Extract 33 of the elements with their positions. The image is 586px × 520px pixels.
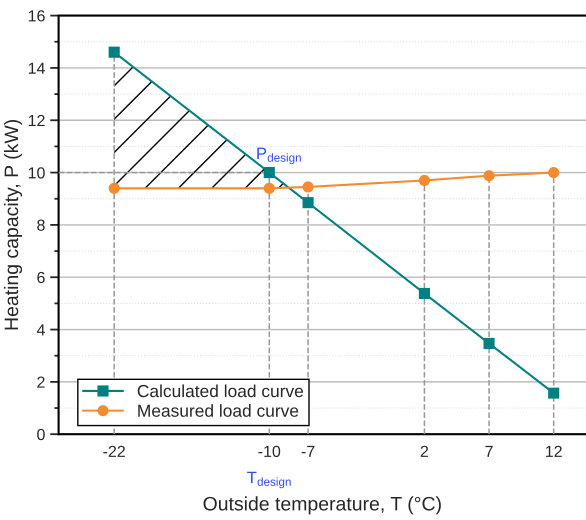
- y-tick-label: 6: [37, 272, 45, 284]
- x-tick-label: 7: [485, 446, 493, 457]
- y-tick-label: 16: [28, 10, 45, 22]
- point: [418, 174, 430, 186]
- point: [302, 181, 314, 193]
- legend-label: Calculated load curve: [138, 384, 304, 398]
- legend-label: Measured load curve: [138, 404, 298, 417]
- point: [264, 182, 275, 194]
- point: [302, 197, 314, 208]
- point: [483, 170, 495, 182]
- point: [548, 388, 560, 399]
- y-tick-label: 10: [28, 167, 45, 179]
- point: [108, 182, 120, 194]
- point: [108, 46, 120, 58]
- x-tick-label: 2: [420, 446, 428, 457]
- x-tick-label: 12: [546, 446, 562, 457]
- point: [548, 167, 560, 178]
- annotation: T$_{design}$: [247, 472, 291, 488]
- y-tick-label: 14: [28, 62, 45, 74]
- annotation: P$_{design}$: [257, 148, 301, 164]
- point: [483, 338, 495, 349]
- y-tick-label: 8: [37, 220, 45, 231]
- x-tick-label: -7: [302, 446, 314, 457]
- x-axis-title: Outside temperature, T (°C): [204, 496, 441, 514]
- y-tick-label: 2: [37, 376, 45, 388]
- y-axis-title: Heating capacity, P (kW): [4, 120, 22, 330]
- y-tick-label: 0: [37, 428, 45, 440]
- y-tick-label: 4: [36, 324, 45, 336]
- point: [264, 167, 275, 178]
- x-tick-label: -22: [103, 446, 125, 457]
- x-tick-label: -10: [258, 446, 280, 458]
- point: [418, 288, 430, 299]
- y-tick-label: 12: [28, 114, 45, 126]
